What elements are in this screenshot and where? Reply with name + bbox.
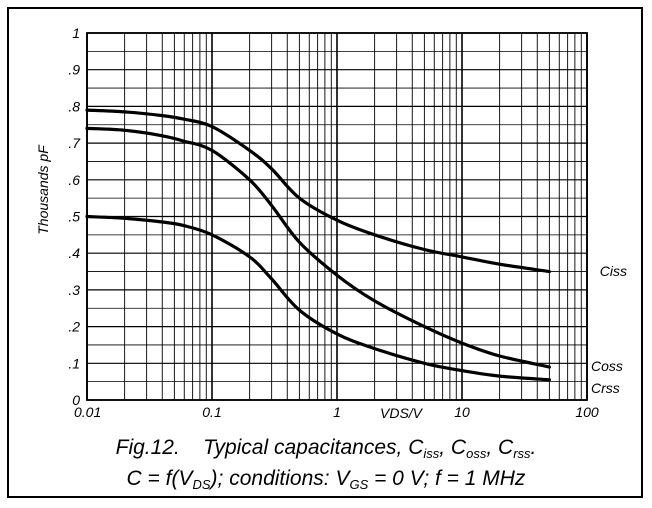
caption-line-2: C = f(VDS); conditions: VGS = 0 V; f = 1… xyxy=(126,467,526,492)
y-tick-label: .8 xyxy=(68,98,80,114)
x-tick-label: 0.01 xyxy=(74,404,101,420)
y-tick-label: .5 xyxy=(68,209,80,225)
y-tick-label: .6 xyxy=(68,172,80,188)
y-tick-label: 1 xyxy=(72,25,80,41)
chart-grid xyxy=(86,32,588,401)
series-line-ciss xyxy=(85,108,551,274)
series-label-crss: Crss xyxy=(591,380,620,396)
x-tick-label: 1 xyxy=(333,404,341,420)
x-tick-label: 0.1 xyxy=(202,404,221,420)
x-tick-label: 10 xyxy=(454,404,470,420)
series-labels: Ciss Coss Crss xyxy=(591,263,627,396)
series-label-coss: Coss xyxy=(591,358,623,374)
series-label-ciss: Ciss xyxy=(600,263,627,279)
y-tick-label: .2 xyxy=(68,319,80,335)
series-lines xyxy=(85,108,551,382)
y-axis-label: Thousands pF xyxy=(35,144,51,235)
series-line-coss xyxy=(85,126,551,369)
series-line-crss xyxy=(85,214,551,382)
y-tick-label: .9 xyxy=(68,62,80,78)
y-tick-label: 0 xyxy=(72,392,80,408)
figure-caption: Fig.12. Typical capacitances, Ciss, Coss… xyxy=(0,435,652,497)
y-tick-label: .7 xyxy=(68,135,81,151)
capacitance-chart: 0.1.2.3.4.5.6.7.8.91 0.01 0.1 1 10 100 CissC… xyxy=(35,25,627,421)
x-tick-label: 100 xyxy=(575,404,599,420)
caption-line-1: Fig.12. Typical capacitances, Ciss, Coss… xyxy=(115,436,537,461)
caption-fig-number: Fig.12. xyxy=(115,436,180,459)
y-axis-ticks: 0 .1 .2 .3 .4 .5 .6 .7 .8 .9 1 xyxy=(68,25,81,408)
y-tick-label: .1 xyxy=(68,355,80,371)
y-tick-label: .3 xyxy=(68,282,80,298)
x-axis-ticks: 0.01 0.1 1 10 100 xyxy=(74,404,599,420)
x-axis-label: VDS/V xyxy=(380,405,424,421)
y-tick-label: .4 xyxy=(68,245,80,261)
